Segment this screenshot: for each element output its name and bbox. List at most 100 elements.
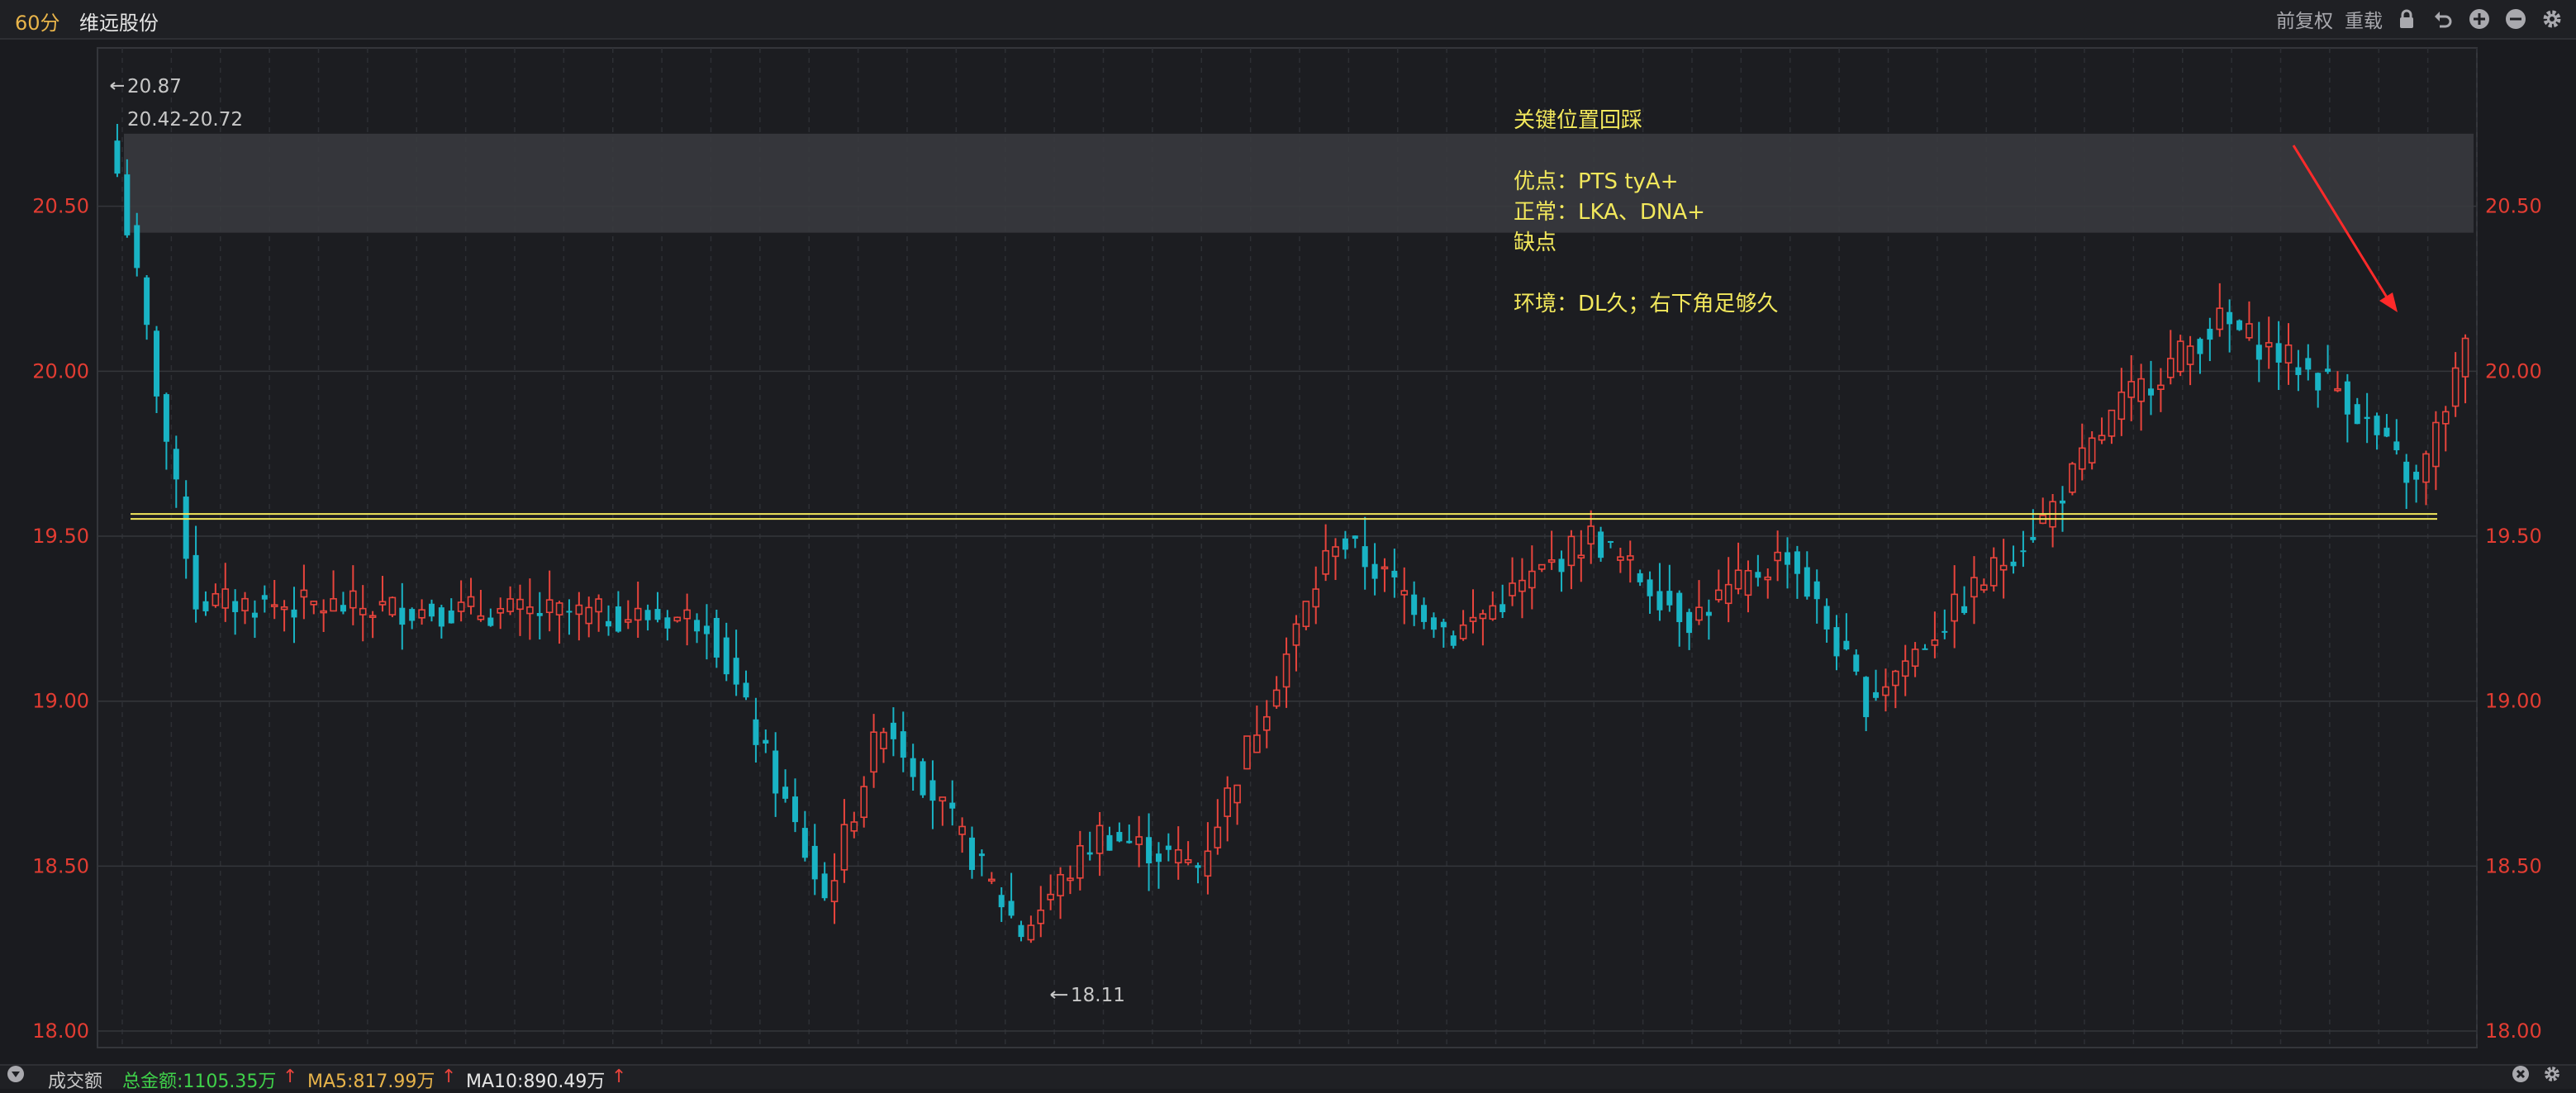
candle-body [1785,552,1791,565]
candle-body [1253,734,1261,753]
settings-icon[interactable] [2543,1065,2561,1088]
annotation-line [1514,136,1779,167]
candle-body [1479,613,1487,620]
candle-body [801,828,808,858]
candle-body [202,601,209,611]
candle-body [988,878,996,882]
y-tick-label: 18.00 [2485,1019,2542,1043]
indicator-dropdown-icon[interactable] [7,1065,25,1088]
y-tick-label: 18.00 [32,1019,89,1043]
candle-body [1558,558,1565,573]
candle-body [694,620,701,632]
candle-body [1567,535,1576,567]
up-arrow-icon: ↑ [283,1067,298,1087]
candle-body [1312,588,1320,608]
zone-range-label: 20.42-20.72 [127,109,243,131]
candle-body [1961,606,1968,613]
annotation-line [1514,259,1779,289]
candle-body [1744,569,1752,596]
candle-body [1057,873,1064,896]
candle-body [1676,592,1683,623]
candle-body [595,598,602,613]
adjust-button[interactable]: 前复权 [2276,11,2333,32]
candle-body [1126,840,1133,844]
candle-body [477,615,485,620]
key-level-line [131,513,2437,520]
candle-body [173,449,179,480]
zoom-out-icon[interactable] [2503,7,2528,31]
candle-body [1174,848,1182,864]
lock-icon[interactable] [2394,7,2419,31]
candle-body [1499,604,1506,613]
candle-body [1489,605,1497,620]
candle-body [2354,404,2360,425]
candle-body [399,607,406,625]
y-tick-label: 19.50 [32,525,89,548]
min-arrow-icon [1050,991,1067,999]
red-arrow-annotation [2292,145,2398,312]
candle-body [340,605,346,612]
candle-body [2020,550,2027,553]
candle-body [1450,635,1457,646]
toolbar-actions: 前复权 重载 [2276,5,2564,33]
candle-body [1587,525,1595,545]
candle-body [2265,342,2273,348]
zoom-in-icon[interactable] [2467,7,2492,31]
candle-body [1332,546,1339,558]
indicator-name[interactable]: 成交额 [48,1072,103,1092]
candle-body [575,604,583,615]
candle-body [2030,537,2037,540]
ma10-value: MA10:890.49万 [466,1072,606,1092]
candle-body [211,592,220,606]
candle-body [969,837,976,870]
candle-body [1980,584,1988,591]
candle-body [1047,893,1054,901]
candle-body [585,606,593,625]
min-price-text: 18.11 [1071,985,1125,1006]
candle-body [388,596,397,615]
candle-body [1598,531,1604,558]
candlestick-chart[interactable]: 20.50 20.00 19.50 19.00 18.50 18.00 20.50 20.0… [0,40,2576,1064]
y-tick-label: 19.50 [2485,525,2542,548]
candle-body [2098,435,2106,441]
undo-icon[interactable] [2431,7,2455,31]
candle-body [1459,624,1467,639]
candle-body [1371,563,1378,579]
candle-body [2137,378,2145,402]
candle-body [1734,569,1742,590]
candle-body [654,609,661,620]
redraw-button[interactable]: 重载 [2345,11,2383,32]
candle-body [2451,367,2460,407]
candle-body [1942,630,1948,633]
candle-body [526,606,534,615]
candle-body [1322,549,1329,575]
candle-body [910,758,916,777]
candle-body [2315,373,2322,391]
period-selector[interactable]: 60分 [15,12,60,35]
candle-body [261,595,268,600]
candle-body [1755,572,1761,578]
candle-body [880,731,887,749]
candle-body [753,719,759,745]
candle-body [1519,579,1526,592]
settings-icon[interactable] [2540,7,2564,31]
candle-body [1547,558,1556,563]
candle-body [1863,677,1870,718]
candle-body [1509,582,1516,596]
min-price-label: 18.11 [1050,985,1125,1006]
candle-body [457,601,465,612]
close-icon[interactable] [2512,1065,2530,1088]
candle-body [1272,689,1281,707]
candle-body [1381,566,1389,570]
candle-body [1362,546,1368,568]
candle-body [625,619,632,623]
candle-body [2295,367,2302,375]
max-price-text: 20.87 [127,76,182,97]
candle-body [860,786,868,819]
candle-body [487,617,494,626]
candle-body [497,607,505,614]
candle-body [939,796,947,802]
candle-body [1617,556,1624,561]
candle-body [703,625,710,634]
candle-body [2157,384,2165,390]
